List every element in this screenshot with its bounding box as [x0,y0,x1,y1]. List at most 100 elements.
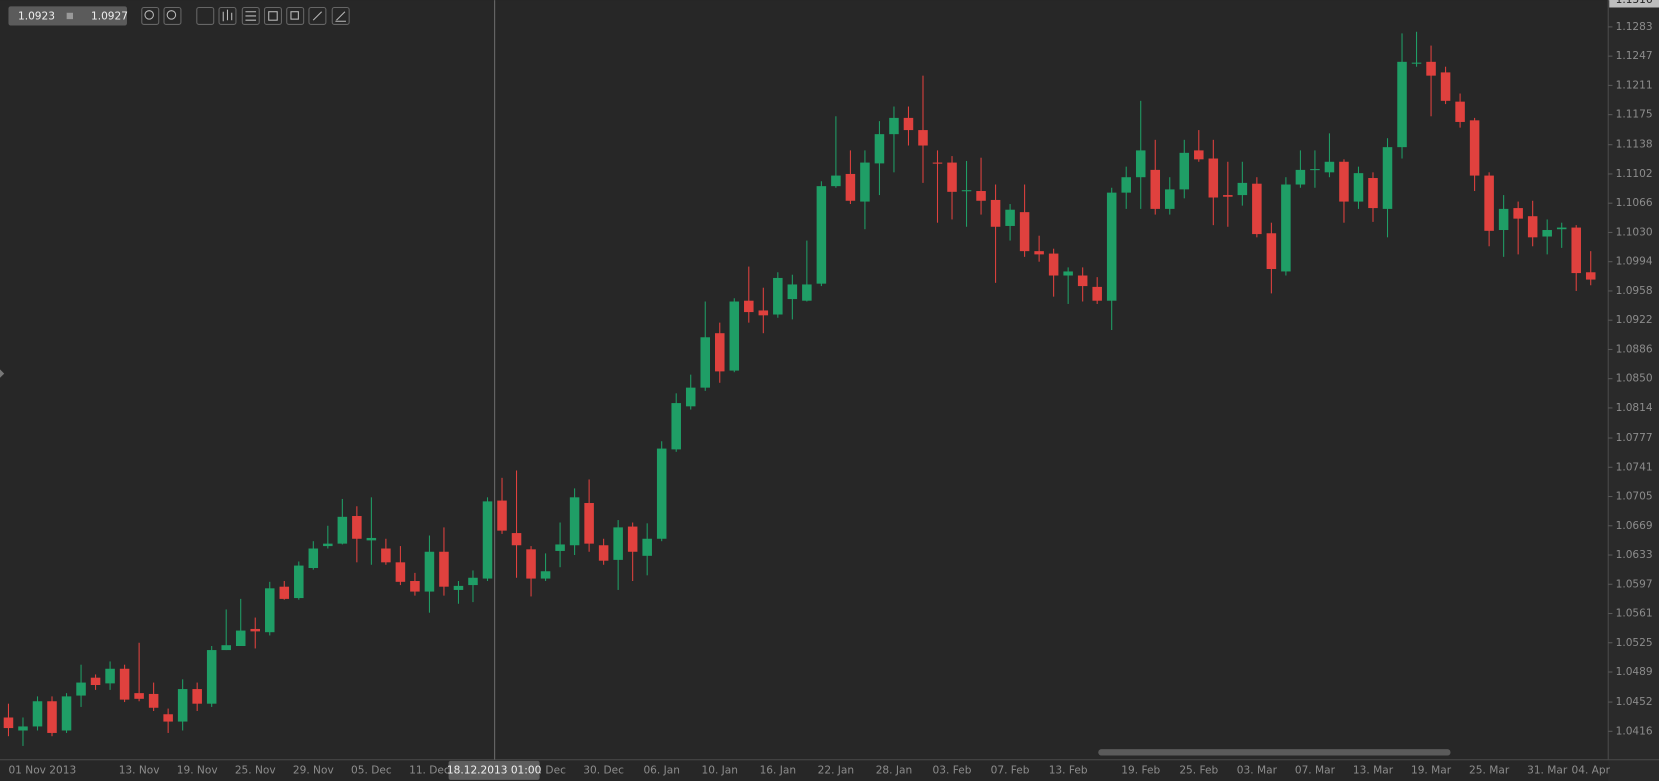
candle-body [1411,62,1422,64]
timeframe-button[interactable] [196,6,215,25]
draw-button[interactable] [331,6,350,25]
x-tick-label: 04. Apr [1571,764,1610,776]
edge-handle[interactable] [0,369,5,378]
x-tick-label: 28. Jan [876,764,912,776]
candle-body [410,581,420,592]
scrollbar[interactable] [1098,749,1451,756]
candle-body [976,191,986,201]
candle-body [700,337,711,388]
candle-body [1310,169,1320,171]
y-tick-label: 1.0922 [1616,314,1653,326]
edit-button[interactable] [308,6,327,25]
x-tick-label: 19. Nov [177,764,218,776]
candle-body [192,689,202,704]
quote-separator [66,12,74,20]
candle-body [816,186,827,284]
candle-body [294,565,304,599]
y-tick-label: 1.0416 [1616,725,1653,737]
candle-body [1237,182,1248,196]
candle-body [206,650,217,704]
y-tick-label: 1.0561 [1616,608,1653,620]
x-tick-label: 19. Feb [1121,764,1160,776]
price-axis-panel [1608,0,1659,781]
candle-body [714,333,725,372]
candle-body [1194,150,1204,160]
candle-body [1005,209,1015,226]
x-tick-label: 16. Jan [760,764,796,776]
candle-body [990,199,1001,227]
edit-icon [312,11,323,21]
candle-body [744,300,754,313]
y-tick-label: 1.1066 [1616,197,1653,209]
zoom-out-button[interactable] [141,6,160,25]
candle-body [1092,286,1102,301]
candle-body [758,310,769,316]
candle-body [119,668,130,700]
y-tick-label: 1.0669 [1616,520,1653,532]
y-tick-label: 1.0994 [1616,256,1653,268]
candle-body [845,173,856,201]
candle-body [177,689,188,722]
zoom-in-icon [166,10,177,20]
candle-body [831,175,841,187]
candle-body [1034,251,1044,255]
candle-body [584,503,594,544]
y-tick-label: 1.1283 [1616,21,1653,33]
zoom-in-button[interactable] [163,6,182,25]
candle-body [1513,208,1523,219]
candle-body [729,301,740,371]
candle-body [482,501,493,579]
candle-body [642,538,652,556]
candle-body [947,162,957,192]
candle-body [1223,195,1233,197]
candle-body [1484,175,1494,231]
candle-body [76,682,86,696]
candle-body [787,284,798,300]
indicators-button[interactable] [241,6,260,25]
candle-body [1252,183,1262,235]
candle-body [1179,152,1190,190]
y-tick-label: 1.1211 [1616,79,1653,91]
candle-body [279,586,290,599]
candle-body [671,403,681,450]
chart-type-button[interactable] [218,6,237,25]
x-tick-label: 30. Dec [583,764,624,776]
candle-body [1106,192,1117,301]
screenshot-icon [268,11,278,21]
x-tick-label: 07. Feb [991,764,1030,776]
template-button[interactable] [286,6,305,25]
y-tick-label: 1.0741 [1616,461,1653,473]
zoom-out-icon [144,10,154,20]
y-tick-label: 1.1102 [1616,168,1653,180]
screenshot-button[interactable] [263,6,282,25]
crosshair-label: 18.12.2013 01:00 [447,764,542,776]
candle-body [1077,275,1088,287]
x-tick-label: 25. Mar [1469,764,1510,776]
candle-body [32,701,43,727]
y-tick-label: 1.0886 [1616,343,1653,355]
candle-body [90,677,101,686]
ask: 1.0927 [91,10,128,22]
draw-icon [335,11,346,22]
candle-body [1382,147,1393,209]
x-tick-label: 13. Nov [119,764,160,776]
x-tick-label: 22. Jan [818,764,854,776]
candle-body [323,543,333,547]
candle-body [1208,158,1219,198]
candle-body [1063,271,1073,276]
template-icon [290,11,299,20]
candle-body [802,284,812,301]
candle-body [1295,169,1306,185]
candle-body [1556,227,1567,230]
candle-body [250,628,261,632]
candle-body [598,545,609,561]
candle-body [511,533,522,546]
candle-body [1585,272,1596,280]
y-tick-label: 1.0525 [1616,637,1653,649]
candle-body [1121,177,1131,193]
chart-type-icon [222,9,233,22]
candle-body [366,537,377,541]
y-tick-label: 1.0850 [1616,373,1653,385]
candle-body [1455,101,1465,122]
